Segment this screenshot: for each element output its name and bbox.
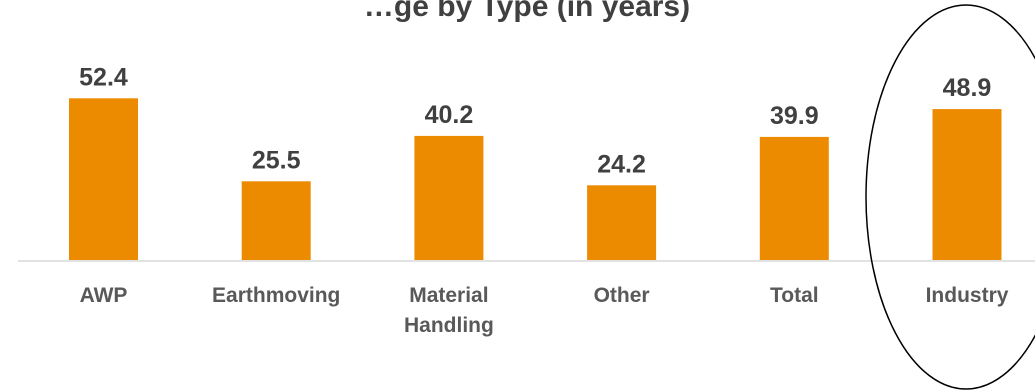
- category-label: Earthmoving: [212, 284, 340, 307]
- category-labels-group: AWP Earthmoving Material Handling Other Total…: [80, 284, 1009, 337]
- category-label: Material: [409, 284, 488, 307]
- value-label: 39.9: [770, 102, 819, 130]
- bar-total: [759, 136, 829, 260]
- value-label: 25.5: [252, 146, 301, 174]
- chart-title: …ge by Type (in years): [364, 0, 690, 23]
- value-label: 52.4: [79, 63, 128, 91]
- bar-other: [587, 185, 657, 260]
- value-label: 24.2: [597, 150, 646, 178]
- bar-industry: [932, 109, 1002, 260]
- value-label: 40.2: [425, 101, 474, 129]
- bar-material-handling: [414, 135, 484, 260]
- bar-awp: [69, 98, 138, 260]
- bar-earthmoving: [241, 181, 311, 260]
- category-label: Other: [594, 284, 650, 307]
- category-label: Total: [770, 284, 819, 307]
- highlight-ellipse: [865, 4, 1035, 390]
- category-label: AWP: [80, 284, 128, 307]
- bars-group: [69, 98, 1002, 260]
- category-label: Industry: [926, 284, 1009, 307]
- value-labels-group: 52.4 25.5 40.2 24.2 39.9 48.9: [79, 63, 991, 178]
- category-label: Handling: [404, 314, 494, 337]
- value-label: 48.9: [943, 74, 992, 102]
